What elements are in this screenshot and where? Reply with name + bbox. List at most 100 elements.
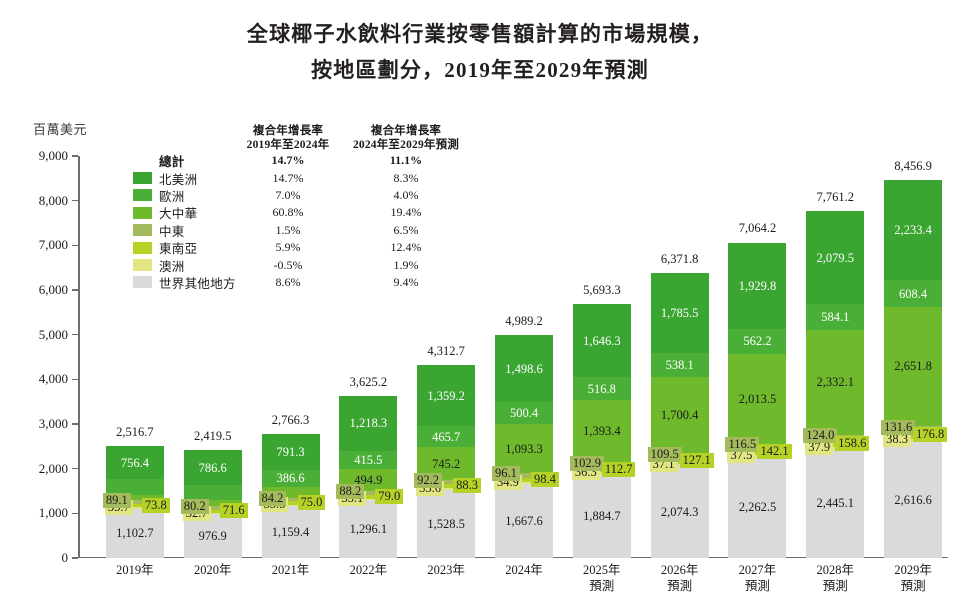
- bar-segment[interactable]: [105, 495, 164, 500]
- bar-segment[interactable]: 2,445.1: [806, 448, 865, 558]
- bar-segment[interactable]: [105, 507, 164, 509]
- bar-segment[interactable]: [495, 477, 553, 482]
- bar-segment[interactable]: 2,233.4: [884, 180, 943, 281]
- bar-column[interactable]: 2,233.4 608.4 2,651.8 2,616.6 8,456.9: [884, 156, 943, 558]
- bar-segment[interactable]: 584.1: [806, 304, 865, 331]
- bar-segment[interactable]: [339, 495, 398, 499]
- bar-segment[interactable]: 608.4: [884, 280, 943, 308]
- bar-segment[interactable]: 1,296.1: [339, 500, 398, 558]
- bar-segment[interactable]: [183, 506, 242, 510]
- bar-segment[interactable]: 1,785.5: [650, 273, 709, 354]
- legend-series-label: 歐洲: [159, 189, 185, 204]
- legend-row[interactable]: 東南亞 5.9% 12.4%: [133, 239, 465, 256]
- bar-segment[interactable]: [105, 479, 164, 496]
- bar-segment[interactable]: [183, 509, 242, 513]
- bar-segment[interactable]: [105, 503, 164, 508]
- bar-segment[interactable]: [261, 497, 320, 502]
- bar-total-label: 3,625.2: [349, 375, 388, 390]
- bar-segment[interactable]: [183, 485, 242, 501]
- bar-segment[interactable]: 516.8: [572, 377, 631, 401]
- legend-row-total: 總計 14.7% 11.1%: [133, 152, 465, 169]
- bar-total-label: 2,516.7: [116, 424, 154, 439]
- legend-color-swatch: [133, 189, 152, 202]
- bar-segment[interactable]: [183, 512, 242, 515]
- bar-segment-value-label: 745.2: [432, 456, 461, 471]
- bar-segment[interactable]: [495, 481, 553, 484]
- bar-segment[interactable]: 1,093.3: [495, 424, 553, 474]
- bar-segment[interactable]: [339, 498, 398, 501]
- bar-segment[interactable]: 1,646.3: [572, 303, 631, 378]
- bar-segment-value-label: 786.6: [198, 460, 227, 475]
- bar-column[interactable]: 1,929.8 562.2 2,013.5 2,262.5 7,064.2: [728, 156, 787, 558]
- legend-row[interactable]: 世界其他地方 8.6% 9.4%: [133, 274, 465, 291]
- bar-segment[interactable]: 2,079.5: [806, 211, 865, 305]
- bar-column[interactable]: 1,359.2 465.7 745.2 1,528.5 4,312.7: [417, 156, 476, 558]
- bar-column[interactable]: 1,785.5 538.1 1,700.4 2,074.3 6,371.8: [650, 156, 709, 558]
- legend-row[interactable]: 北美洲 14.7% 8.3%: [133, 169, 465, 187]
- bar-segment[interactable]: 1,498.6: [495, 335, 553, 403]
- bar-segment[interactable]: [417, 488, 476, 490]
- bar-segment[interactable]: [261, 487, 320, 498]
- legend-cagr-2024-2029-value: 19.4%: [390, 205, 422, 220]
- x-axis-category-label: 2021年: [252, 562, 330, 578]
- x-axis-category-label: 2023年: [407, 562, 485, 578]
- bar-segment[interactable]: 2,013.5: [728, 353, 787, 444]
- x-axis-category-line: 2020年: [193, 563, 232, 577]
- bar-segment[interactable]: 2,651.8: [884, 307, 943, 426]
- bar-segment[interactable]: 2,616.6: [884, 441, 943, 558]
- legend-swatch-cell: [133, 172, 159, 185]
- bar-segment[interactable]: 386.6: [261, 469, 320, 488]
- bar-segment-value-label: 415.5: [354, 452, 383, 467]
- bar-segment[interactable]: [105, 499, 164, 504]
- bar-segment[interactable]: 1,884.7: [572, 473, 631, 558]
- bar-segment-value-label: 1,102.7: [116, 526, 154, 541]
- legend-row[interactable]: 大中華 60.8% 19.4%: [133, 204, 465, 221]
- bar-segment-callout-label: 79.0: [375, 488, 404, 504]
- legend-row[interactable]: 中東 1.5% 6.5%: [133, 222, 465, 239]
- legend-cagr-2024-2029-value: 6.5%: [393, 222, 419, 237]
- bar-column[interactable]: 791.3 386.6 1,159.4 2,766.3: [261, 156, 320, 558]
- bar-segment[interactable]: [261, 501, 320, 505]
- bar-column[interactable]: 2,079.5 584.1 2,332.1 2,445.1 7,761.2: [806, 156, 865, 558]
- bar-column[interactable]: 756.4 1,102.7 2,516.7: [105, 156, 164, 558]
- bar-column[interactable]: 1,646.3 516.8 1,393.4 1,884.7 5,693.3: [572, 156, 631, 558]
- bar-segment[interactable]: 1,393.4: [572, 400, 631, 463]
- legend-row[interactable]: 歐洲 7.0% 4.0%: [133, 187, 465, 204]
- bar-segment[interactable]: 1,359.2: [417, 365, 476, 427]
- x-axis-category-label: 2025年 預測: [563, 562, 641, 593]
- bar-segment[interactable]: [183, 500, 242, 507]
- bar-segment[interactable]: 1,102.7: [105, 508, 164, 558]
- bar-column[interactable]: 1,498.6 500.4 1,093.3 1,667.6 4,989.2: [495, 156, 553, 558]
- bar-segment[interactable]: 465.7: [417, 426, 476, 447]
- bar-segment[interactable]: 538.1: [650, 353, 709, 378]
- bar-segment[interactable]: 786.6: [183, 449, 242, 486]
- bar-segment[interactable]: [261, 504, 320, 507]
- bar-segment[interactable]: 500.4: [495, 402, 553, 425]
- y-axis-tick: [72, 467, 78, 470]
- bar-segment[interactable]: [339, 491, 398, 496]
- bar-segment[interactable]: 1,700.4: [650, 377, 709, 454]
- bar-segment[interactable]: 1,929.8: [728, 242, 787, 329]
- bar-segment[interactable]: 756.4: [105, 445, 164, 480]
- bar-segment[interactable]: 1,667.6: [495, 483, 553, 558]
- bar-segment[interactable]: 791.3: [261, 434, 320, 470]
- bar-segment[interactable]: 2,074.3: [650, 465, 709, 558]
- bar-segment[interactable]: 2,332.1: [806, 330, 865, 435]
- bar-segment[interactable]: [417, 480, 476, 485]
- bar-segment[interactable]: 1,159.4: [261, 506, 320, 558]
- bar-column[interactable]: 1,218.3 415.5 494.9 1,296.1 3,625.2: [339, 156, 398, 558]
- bar-segment[interactable]: 415.5: [339, 450, 398, 470]
- bar-column[interactable]: 786.6 976.9 2,419.5: [183, 156, 242, 558]
- bar-segment[interactable]: 562.2: [728, 328, 787, 354]
- bar-stack: 2,233.4 608.4 2,651.8 2,616.6: [884, 180, 943, 558]
- bar-segment[interactable]: 1,218.3: [339, 396, 398, 451]
- bar-segment-value-label: 2,233.4: [894, 222, 932, 237]
- bar-segment[interactable]: [495, 473, 553, 478]
- legend-row[interactable]: 澳洲 -0.5% 1.9%: [133, 256, 465, 274]
- bar-segment[interactable]: [417, 484, 476, 489]
- bar-segment-callout-label: 37.9: [805, 439, 834, 455]
- bar-total-label: 5,693.3: [583, 282, 621, 297]
- bar-segment[interactable]: 976.9: [183, 514, 242, 558]
- bar-segment[interactable]: 2,262.5: [728, 456, 787, 558]
- bar-segment[interactable]: 1,528.5: [417, 489, 476, 558]
